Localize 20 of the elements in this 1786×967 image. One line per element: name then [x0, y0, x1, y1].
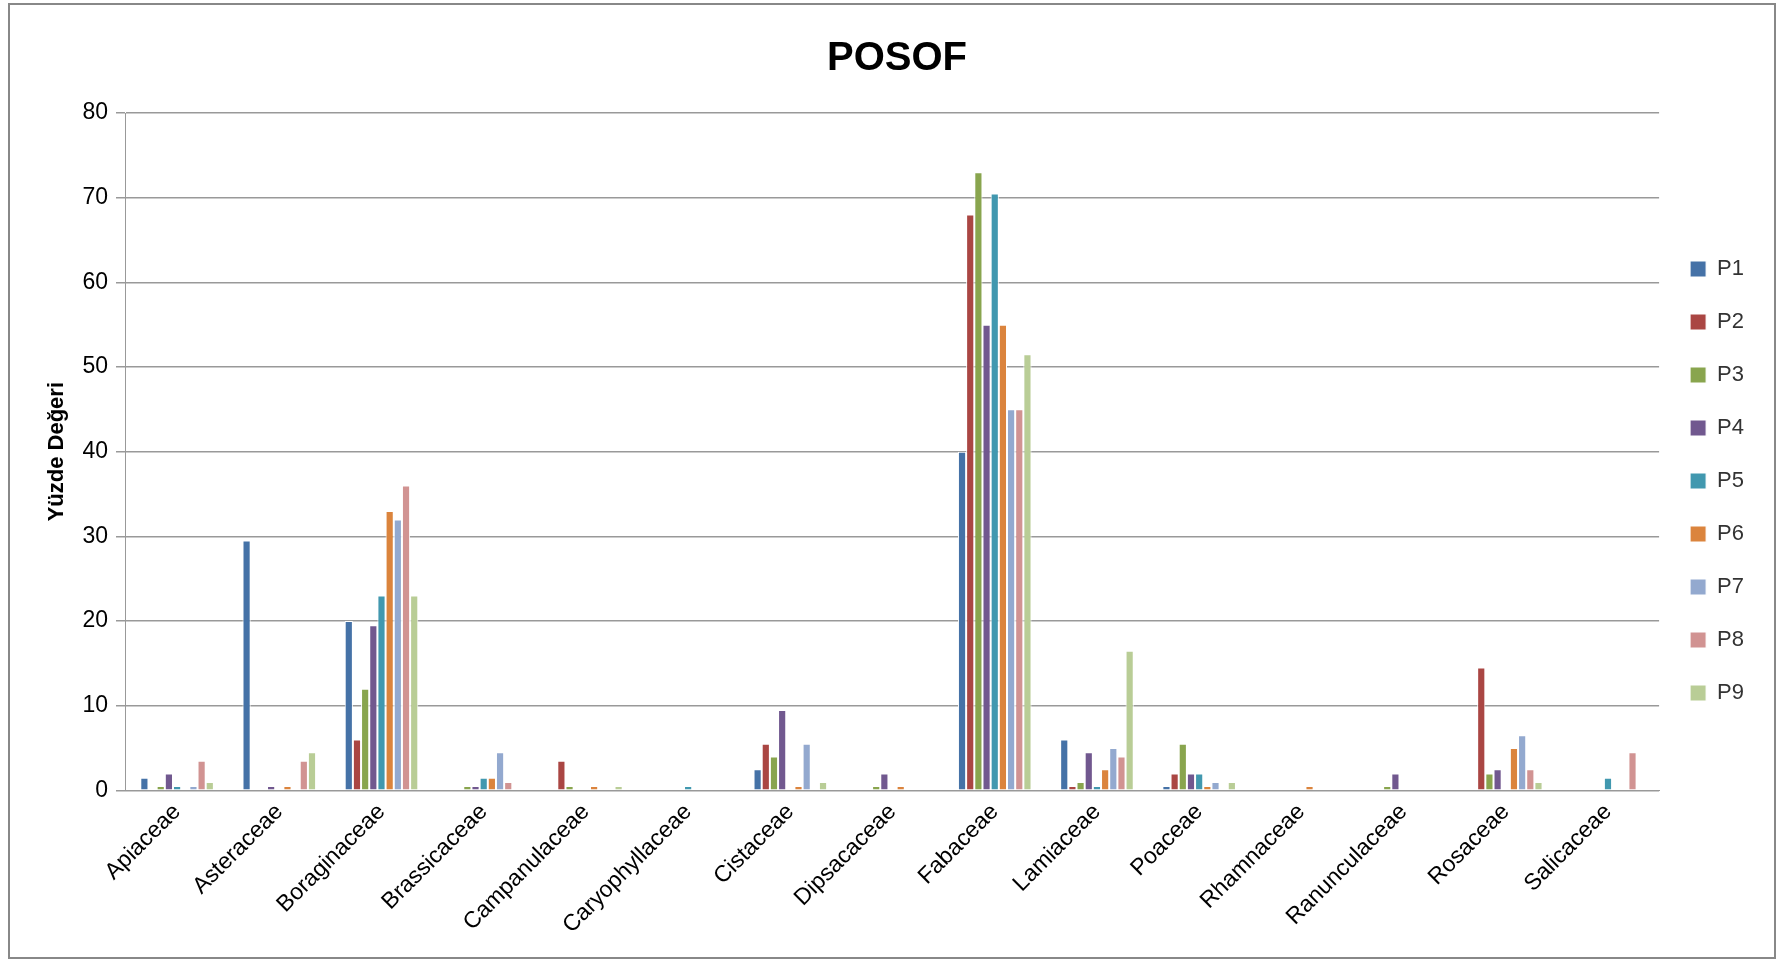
legend-label: P9: [1717, 679, 1745, 705]
y-tick-label: 80: [82, 98, 108, 125]
legend-label: P3: [1717, 361, 1745, 387]
legend-label: P2: [1717, 308, 1745, 334]
legend-label: P6: [1717, 520, 1745, 546]
y-tick-label: 10: [82, 691, 108, 718]
y-tick-label: 40: [82, 437, 108, 464]
y-axis-title: Yüzde Değeri: [43, 381, 69, 522]
y-tick-label: 30: [82, 521, 108, 548]
y-tick-label: 0: [95, 775, 108, 802]
y-tick-label: 60: [82, 267, 108, 294]
y-tick-label: 50: [82, 352, 108, 379]
chart-title: POSOF: [826, 34, 968, 79]
legend-label: P1: [1717, 255, 1745, 281]
legend-label: P5: [1717, 467, 1745, 493]
y-tick-label: 70: [82, 183, 108, 210]
y-tick-label: 20: [82, 606, 108, 633]
legend-label: P7: [1717, 573, 1745, 599]
legend-label: P4: [1717, 414, 1745, 440]
legend-label: P8: [1717, 626, 1745, 652]
